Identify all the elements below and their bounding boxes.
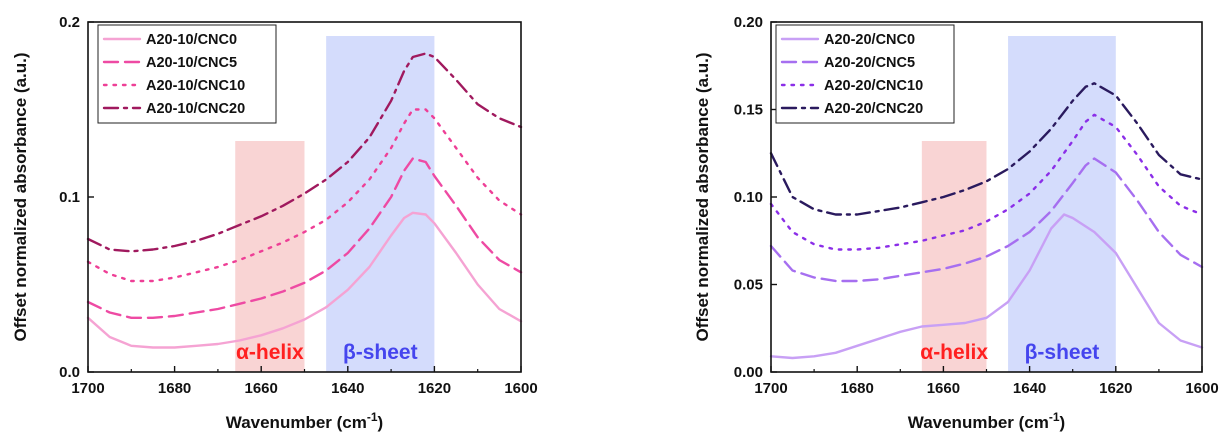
chart-2-series-line-1 xyxy=(769,213,1204,360)
chart-1-series-line-2 xyxy=(86,157,523,319)
chart-1-x-tick-label: 1620 xyxy=(418,380,451,397)
chart-2-x-tick-label: 1640 xyxy=(1013,380,1046,397)
chart-1-region-beta-sheet xyxy=(326,36,435,372)
chart-2-x-axis-label-end: ) xyxy=(1060,413,1066,432)
chart-2-legend-label-1: A20-20/CNC0 xyxy=(824,32,915,48)
chart-1-y-tick-label: 0.0 xyxy=(59,364,80,381)
chart-2-y-tick-label: 0.15 xyxy=(734,102,763,119)
chart-2-x-tick-label: 1600 xyxy=(1185,380,1218,397)
chart-2-y-tick-label: 0.10 xyxy=(734,189,763,206)
chart-2-y-tick-label: 0.20 xyxy=(734,14,763,31)
chart-2-legend-label-3: A20-20/CNC10 xyxy=(824,78,923,94)
chart-1-x-tick-label: 1700 xyxy=(71,380,104,397)
chart-1-x-tick-label: 1680 xyxy=(158,380,191,397)
chart-1-x-tick-label: 1600 xyxy=(504,380,537,397)
chart-1-y-tick-label: 0.1 xyxy=(59,189,80,206)
chart-2-x-axis-label: Wavenumber (cm-1) xyxy=(908,410,1065,432)
chart-2-plot: α-helix β-sheet 1700 1680 1660 1640 1620 1600 0.… xyxy=(693,14,1219,432)
chart-1-legend-box xyxy=(97,24,277,124)
chart-2-region-beta-sheet xyxy=(1008,36,1116,372)
chart-2-legend-box xyxy=(775,24,955,124)
chart-1-series-line-4 xyxy=(86,52,523,253)
chart-1-region-label-beta-sheet: β-sheet xyxy=(343,341,418,364)
chart-2-y-tick-label: 0.00 xyxy=(734,364,763,381)
chart-2-x-tick-label: 1680 xyxy=(841,380,874,397)
chart-2-legend-label-4: A20-20/CNC20 xyxy=(824,101,923,117)
chart-2-region-label-alpha-helix: α-helix xyxy=(920,341,988,364)
chart-2-y-tick-label: 0.05 xyxy=(734,277,763,294)
chart-1-x-axis-label: Wavenumber (cm-1) xyxy=(226,410,383,432)
chart-2-x-tick-label: 1700 xyxy=(754,380,787,397)
chart-1-region-alpha-helix xyxy=(235,141,305,372)
chart-1-legend-label-4: A20-10/CNC20 xyxy=(146,101,245,117)
chart-2-x-tick-label: 1660 xyxy=(927,380,960,397)
chart-2-series-line-3 xyxy=(769,113,1204,251)
chart-1-y-tick-label: 0.2 xyxy=(59,14,80,31)
chart-1-plot: α-helix β-sheet 1700 1680 1660 1640 1620 1600 0.… xyxy=(11,14,538,432)
chart-2-y-axis-label: Offset normalized absorbance (a.u.) xyxy=(693,52,712,341)
chart-1-x-axis-label-end: ) xyxy=(378,413,384,432)
chart-2-legend-label-2: A20-20/CNC5 xyxy=(824,55,915,71)
chart-1-x-tick-label: 1640 xyxy=(331,380,364,397)
chart-2-series-line-2 xyxy=(769,157,1204,283)
chart-2-region-alpha-helix xyxy=(921,141,987,372)
chart-1-region-label-alpha-helix: α-helix xyxy=(236,341,304,364)
chart-2-x-axis-label-superscript: -1 xyxy=(1049,410,1060,424)
chart-1-legend-label-1: A20-10/CNC0 xyxy=(146,32,237,48)
chart-1-legend-label-2: A20-10/CNC5 xyxy=(146,55,237,71)
chart-1-series-line-1 xyxy=(86,211,523,349)
chart-1-x-axis-label-superscript: -1 xyxy=(367,410,378,424)
chart-2-series-line-4 xyxy=(769,82,1204,216)
chart-1-x-tick-label: 1660 xyxy=(245,380,278,397)
chart-2-region-label-beta-sheet: β-sheet xyxy=(1025,341,1100,364)
chart-2-x-tick-label: 1620 xyxy=(1099,380,1132,397)
chart-1-y-axis-label: Offset normalized absorbance (a.u.) xyxy=(11,52,30,341)
chart-1-legend-label-3: A20-10/CNC10 xyxy=(146,78,245,94)
